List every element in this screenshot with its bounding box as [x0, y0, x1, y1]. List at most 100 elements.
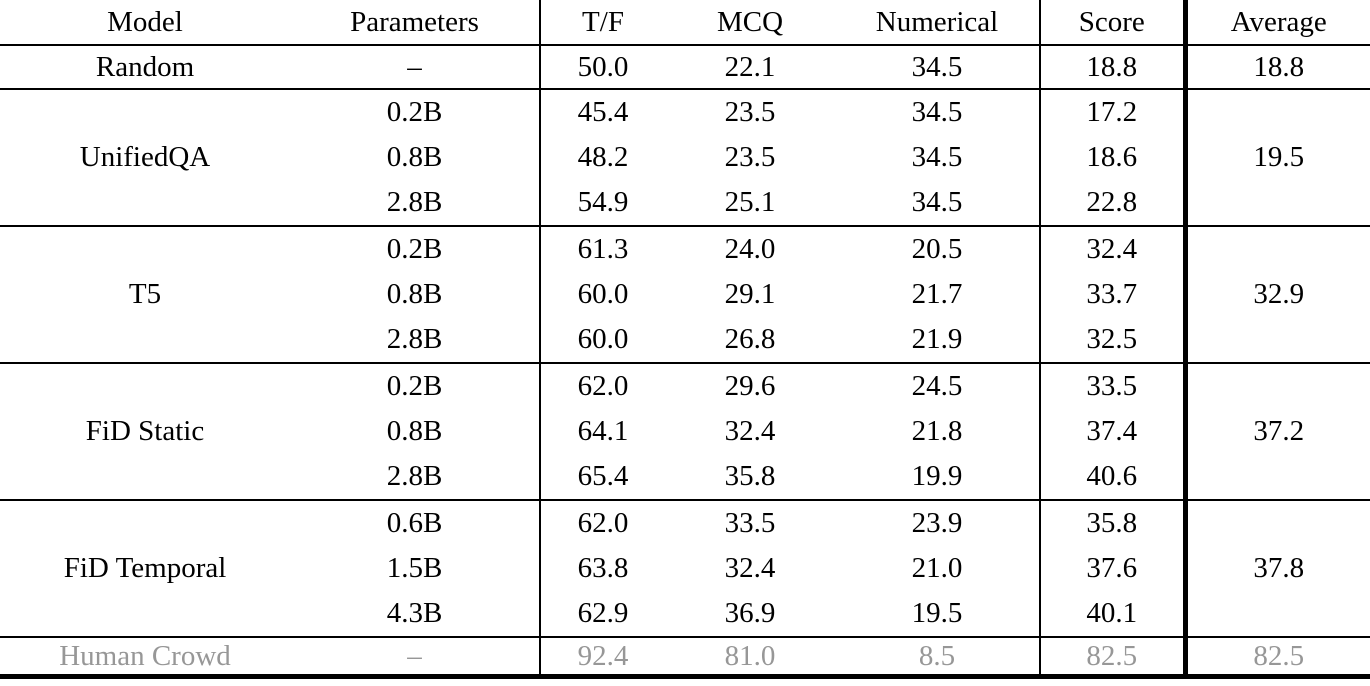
params-cell: 0.6B	[290, 500, 541, 546]
average-value: 37.2	[1185, 363, 1370, 501]
numerical-value: 21.8	[835, 409, 1041, 454]
average-value: 32.9	[1185, 226, 1370, 364]
table-row-fid-static-3: 2.8B 65.4 35.8 19.9 40.6	[0, 454, 1370, 501]
tf-value: 61.3	[577, 233, 629, 265]
params-cell: 2.8B	[290, 454, 541, 501]
tf-value: 45.4	[577, 96, 629, 128]
score-value: 35.8	[1040, 500, 1188, 546]
score-value: 32.4	[1040, 226, 1188, 272]
tf-value: 65.4	[540, 454, 665, 501]
params-cell: 0.8B	[290, 409, 541, 454]
score-value: 18.6	[1040, 135, 1188, 180]
mcq-value: 29.6	[724, 370, 776, 402]
tf-value: 60.0	[540, 317, 665, 364]
params-cell: –	[290, 637, 541, 677]
score-value: 22.8	[1040, 180, 1188, 227]
params-cell: 1.5B	[290, 546, 541, 591]
params-cell: 4.3B	[290, 591, 541, 638]
average-value: 18.8	[1185, 45, 1370, 90]
score-value: 18.8	[1040, 45, 1188, 90]
numerical-value: 21.7	[835, 272, 1041, 317]
score-value: 37.4	[1040, 409, 1188, 454]
model-name: Random	[0, 45, 290, 90]
tf-value: 64.1	[577, 415, 629, 447]
score-value: 17.2	[1040, 89, 1188, 135]
params-cell: 0.8B	[290, 135, 541, 180]
col-header-parameters: Parameters	[290, 0, 541, 46]
mcq-value: 26.8	[665, 317, 835, 364]
model-name: T5	[0, 226, 290, 364]
numerical-value: 34.5	[835, 89, 1041, 135]
tf-value: 62.0	[577, 370, 629, 402]
table-row-fid-temporal-3: 4.3B 62.9 36.9 19.5 40.1	[0, 591, 1370, 638]
table-row-unifiedqa-1: UnifiedQA 0.2B 45.4 23.5 34.5 17.2 19.5	[0, 89, 1370, 227]
mcq-value: 36.9	[665, 591, 835, 638]
numerical-value: 34.5	[835, 135, 1041, 180]
model-name: FiD Temporal	[0, 500, 290, 638]
table-row-fid-static-2: 0.8B 64.1 32.4 21.8 37.4	[0, 409, 1370, 454]
table-row-unifiedqa-2: 0.8B 48.2 23.5 34.5 18.6	[0, 135, 1370, 180]
params-cell: 0.2B	[290, 89, 541, 135]
col-header-mcq: MCQ	[665, 0, 835, 46]
mcq-value: 35.8	[665, 454, 835, 501]
average-value: 37.8	[1185, 500, 1370, 638]
col-header-score: Score	[1040, 0, 1188, 46]
tf-value: 62.9	[540, 591, 665, 638]
params-cell: 2.8B	[290, 180, 541, 227]
mcq-value: 25.1	[665, 180, 835, 227]
mcq-value: 24.0	[724, 233, 776, 265]
mcq-value: 81.0	[724, 639, 776, 672]
col-header-tf: T/F	[540, 0, 665, 46]
mcq-value: 33.5	[724, 507, 776, 539]
score-value: 32.5	[1040, 317, 1188, 364]
numerical-value: 34.5	[835, 45, 1041, 90]
tf-value: 54.9	[540, 180, 665, 227]
numerical-value: 21.0	[835, 546, 1041, 591]
table-row-fid-static-1: FiD Static 0.2B 62.0 29.6 24.5 33.5 37.2	[0, 363, 1370, 501]
tf-value: 50.0	[540, 45, 665, 90]
params-cell: 0.8B	[290, 272, 541, 317]
numerical-value: 19.9	[835, 454, 1041, 501]
params-cell: –	[290, 45, 541, 90]
score-value: 37.6	[1040, 546, 1188, 591]
table-row-unifiedqa-3: 2.8B 54.9 25.1 34.5 22.8	[0, 180, 1370, 227]
table-row-fid-temporal-2: 1.5B 63.8 32.4 21.0 37.6	[0, 546, 1370, 591]
table-row-fid-temporal-1: FiD Temporal 0.6B 62.0 33.5 23.9 35.8 37…	[0, 500, 1370, 638]
numerical-value: 8.5	[835, 637, 1041, 677]
header-row: Model Parameters T/F MCQ Numerical Score…	[0, 0, 1370, 46]
numerical-value: 34.5	[835, 180, 1041, 227]
model-name: UnifiedQA	[0, 89, 290, 227]
mcq-value: 23.5	[724, 141, 776, 173]
col-header-average: Average	[1185, 0, 1370, 46]
score-value: 40.1	[1040, 591, 1188, 638]
tf-value: 62.0	[577, 507, 629, 539]
mcq-value: 32.4	[724, 415, 776, 447]
table-row-human-crowd: Human Crowd – 92.4 81.0 8.5 82.5 82.5	[0, 637, 1370, 677]
table-row-t5-3: 2.8B 60.0 26.8 21.9 32.5	[0, 317, 1370, 364]
mcq-value: 32.4	[724, 552, 776, 584]
tf-value: 60.0	[577, 278, 629, 310]
table-row-t5-1: T5 0.2B 61.3 24.0 20.5 32.4 32.9	[0, 226, 1370, 364]
mcq-value: 23.5	[724, 96, 776, 128]
average-value: 82.5	[1253, 639, 1305, 672]
params-cell: 2.8B	[290, 317, 541, 364]
params-cell: 0.2B	[290, 363, 541, 409]
tf-value: 48.2	[577, 141, 629, 173]
mcq-value: 29.1	[724, 278, 776, 310]
score-value: 33.7	[1040, 272, 1188, 317]
model-name: Human Crowd	[59, 639, 231, 672]
numerical-value: 19.5	[835, 591, 1041, 638]
col-header-numerical: Numerical	[835, 0, 1041, 46]
score-value: 33.5	[1040, 363, 1188, 409]
score-value: 40.6	[1040, 454, 1188, 501]
numerical-value: 24.5	[835, 363, 1041, 409]
mcq-value: 22.1	[665, 45, 835, 90]
average-value: 19.5	[1185, 89, 1370, 227]
table-row-random: Random – 50.0 22.1 34.5 18.8 18.8	[0, 45, 1370, 90]
tf-value: 63.8	[577, 552, 629, 584]
table-row-t5-2: 0.8B 60.0 29.1 21.7 33.7	[0, 272, 1370, 317]
params-cell: 0.2B	[290, 226, 541, 272]
model-name: FiD Static	[0, 363, 290, 501]
col-header-model: Model	[0, 0, 290, 46]
